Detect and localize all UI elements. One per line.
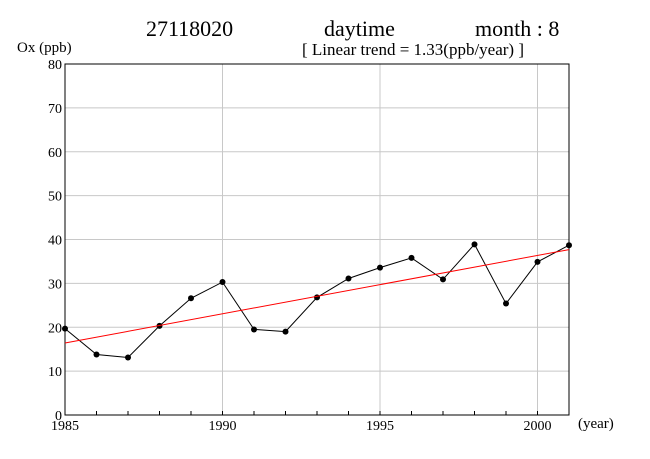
y-axis-title: Ox (ppb) <box>17 40 72 56</box>
data-point <box>188 295 194 302</box>
period-label: daytime <box>324 16 395 41</box>
station-id: 27118020 <box>146 16 234 41</box>
x-tick-label: 2000 <box>524 419 552 434</box>
data-point <box>345 275 352 282</box>
trend-line <box>64 249 570 344</box>
y-tick-label: 70 <box>48 102 62 117</box>
data-point <box>282 328 289 335</box>
data-point <box>377 264 383 271</box>
data-point <box>408 254 415 261</box>
month-label: month : 8 <box>475 16 560 41</box>
y-tick-label: 0 <box>55 409 62 424</box>
data-point <box>251 326 257 333</box>
y-tick-label: 20 <box>48 321 62 336</box>
data-point <box>93 351 100 358</box>
y-tick-label: 10 <box>48 365 62 380</box>
x-tick-label: 1985 <box>51 419 79 434</box>
y-tick-label: 60 <box>48 146 62 161</box>
data-point <box>503 300 509 307</box>
data-point <box>471 241 478 248</box>
x-axis-title: (year) <box>578 416 614 432</box>
data-point <box>440 276 446 283</box>
data-point <box>314 294 320 301</box>
y-tick-label: 50 <box>48 190 62 205</box>
ox-series-line <box>64 243 570 359</box>
x-tick-label: 1995 <box>366 419 394 434</box>
trend-label: [ Linear trend = 1.33(ppb/year) ] <box>302 40 524 59</box>
y-tick-label: 40 <box>48 234 62 249</box>
data-point <box>125 354 131 361</box>
y-tick-label: 80 <box>48 58 62 73</box>
x-tick-label: 1990 <box>209 419 237 434</box>
y-tick-label: 30 <box>48 277 62 292</box>
data-point <box>534 258 541 265</box>
data-point <box>566 242 572 249</box>
data-point <box>219 279 226 286</box>
data-point <box>62 325 68 332</box>
plot-frame <box>64 63 570 416</box>
